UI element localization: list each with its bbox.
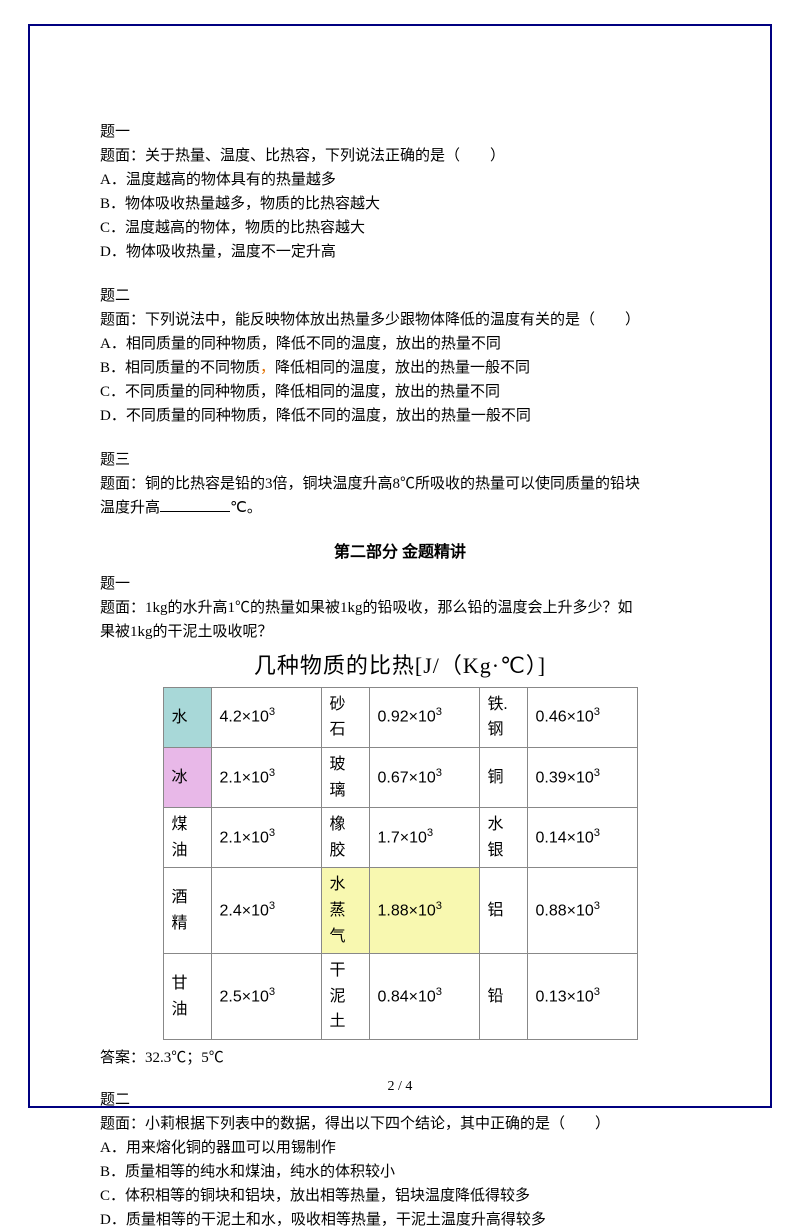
table-cell-value: 0.92×103 bbox=[369, 687, 479, 747]
page-footer: 2 / 4 bbox=[0, 1076, 800, 1098]
q1-title: 题一 bbox=[100, 120, 700, 144]
q1-stem: 题面：关于热量、温度、比热容，下列说法正确的是（ ） bbox=[100, 144, 700, 168]
page-content: 题一 题面：关于热量、温度、比热容，下列说法正确的是（ ） A．温度越高的物体具… bbox=[100, 120, 700, 1232]
table-cell-value: 2.1×103 bbox=[211, 808, 321, 868]
p2q1-stem-b: 果被1kg的干泥土吸收呢？ bbox=[100, 620, 700, 644]
q2-opt-b-post: 降低相同的温度，放出的热量一般不同 bbox=[275, 360, 530, 376]
p2q2-opt-d: D．质量相等的干泥土和水，吸收相等热量，干泥土温度升高得较多 bbox=[100, 1208, 700, 1232]
blank-underline bbox=[160, 497, 230, 512]
table-cell-value: 2.5×103 bbox=[211, 954, 321, 1040]
q2-opt-c: C．不同质量的同种物质，降低相同的温度，放出的热量不同 bbox=[100, 380, 700, 404]
p2-question-2: 题二 题面：小莉根据下列表中的数据，得出以下四个结论，其中正确的是（ ） A．用… bbox=[100, 1088, 700, 1232]
table-cell-value: 2.1×103 bbox=[211, 747, 321, 807]
table-cell-name: 水蒸气 bbox=[321, 868, 369, 954]
table-cell-value: 1.7×103 bbox=[369, 808, 479, 868]
question-2: 题二 题面：下列说法中，能反映物体放出热量多少跟物体降低的温度有关的是（ ） A… bbox=[100, 284, 700, 428]
table-cell-name: 甘油 bbox=[163, 954, 211, 1040]
q1-opt-d: D．物体吸收热量，温度不一定升高 bbox=[100, 240, 700, 264]
table-cell-value: 0.88×103 bbox=[527, 868, 637, 954]
table-cell-name: 冰 bbox=[163, 747, 211, 807]
specific-heat-table: 水4.2×103砂石0.92×103铁.钢0.46×103冰2.1×103玻璃0… bbox=[163, 687, 638, 1040]
table-cell-value: 0.67×103 bbox=[369, 747, 479, 807]
table-cell-name: 铜 bbox=[479, 747, 527, 807]
table-cell-name: 玻璃 bbox=[321, 747, 369, 807]
table-cell-value: 0.46×103 bbox=[527, 687, 637, 747]
table-cell-value: 0.13×103 bbox=[527, 954, 637, 1040]
q1-opt-a: A．温度越高的物体具有的热量越多 bbox=[100, 168, 700, 192]
q1-opt-b: B．物体吸收热量越多，物质的比热容越大 bbox=[100, 192, 700, 216]
table-cell-name: 铝 bbox=[479, 868, 527, 954]
p2q1-title: 题一 bbox=[100, 572, 700, 596]
table-cell-value: 0.84×103 bbox=[369, 954, 479, 1040]
table-cell-name: 干泥土 bbox=[321, 954, 369, 1040]
table-cell-name: 酒精 bbox=[163, 868, 211, 954]
table-cell-value: 4.2×103 bbox=[211, 687, 321, 747]
table-cell-value: 0.39×103 bbox=[527, 747, 637, 807]
section-2-title: 第二部分 金题精讲 bbox=[100, 540, 700, 566]
q3-stem-line1: 题面：铜的比热容是铅的3倍，铜块温度升高8℃所吸收的热量可以使同质量的铅块 bbox=[100, 472, 700, 496]
question-3: 题三 题面：铜的比热容是铅的3倍，铜块温度升高8℃所吸收的热量可以使同质量的铅块… bbox=[100, 448, 700, 520]
table-cell-value: 2.4×103 bbox=[211, 868, 321, 954]
table-cell-value: 1.88×103 bbox=[369, 868, 479, 954]
table-cell-name: 煤油 bbox=[163, 808, 211, 868]
q3-stem-c: ℃。 bbox=[230, 500, 262, 516]
p2q1-stem-a: 题面：1kg的水升高1℃的热量如果被1kg的铅吸收，那么铅的温度会上升多少？如 bbox=[100, 596, 700, 620]
q2-opt-b: B．相同质量的不同物质，降低相同的温度，放出的热量一般不同 bbox=[100, 356, 700, 380]
p2q2-opt-c: C．体积相等的铜块和铝块，放出相等热量，铝块温度降低得较多 bbox=[100, 1184, 700, 1208]
table-cell-value: 0.14×103 bbox=[527, 808, 637, 868]
p2q2-opt-b: B．质量相等的纯水和煤油，纯水的体积较小 bbox=[100, 1160, 700, 1184]
table-cell-name: 水 bbox=[163, 687, 211, 747]
q3-title: 题三 bbox=[100, 448, 700, 472]
q2-opt-a: A．相同质量的同种物质，降低不同的温度，放出的热量不同 bbox=[100, 332, 700, 356]
q2-title: 题二 bbox=[100, 284, 700, 308]
q2-stem: 题面：下列说法中，能反映物体放出热量多少跟物体降低的温度有关的是（ ） bbox=[100, 308, 700, 332]
question-1: 题一 题面：关于热量、温度、比热容，下列说法正确的是（ ） A．温度越高的物体具… bbox=[100, 120, 700, 264]
table-cell-name: 铅 bbox=[479, 954, 527, 1040]
q3-stem-b: 温度升高 bbox=[100, 500, 160, 516]
table-cell-name: 铁.钢 bbox=[479, 687, 527, 747]
table-cell-name: 砂石 bbox=[321, 687, 369, 747]
table-cell-name: 橡胶 bbox=[321, 808, 369, 868]
table-title: 几种物质的比热[J/（Kg·℃）] bbox=[100, 648, 700, 683]
answer-1: 答案：32.3℃；5℃ bbox=[100, 1046, 700, 1070]
p2q2-opt-a: A．用来熔化铜的器皿可以用锡制作 bbox=[100, 1136, 700, 1160]
q3-stem-line2: 温度升高 ℃。 bbox=[100, 496, 700, 520]
table-cell-name: 水银 bbox=[479, 808, 527, 868]
q2-opt-b-pre: B．相同质量的不同物质 bbox=[100, 360, 260, 376]
q2-opt-b-dot: ， bbox=[260, 360, 275, 376]
p2-question-1: 题一 题面：1kg的水升高1℃的热量如果被1kg的铅吸收，那么铅的温度会上升多少… bbox=[100, 572, 700, 644]
p2q2-stem: 题面：小莉根据下列表中的数据，得出以下四个结论，其中正确的是（ ） bbox=[100, 1112, 700, 1136]
q2-opt-d: D．不同质量的同种物质，降低不同的温度，放出的热量一般不同 bbox=[100, 404, 700, 428]
q1-opt-c: C．温度越高的物体，物质的比热容越大 bbox=[100, 216, 700, 240]
